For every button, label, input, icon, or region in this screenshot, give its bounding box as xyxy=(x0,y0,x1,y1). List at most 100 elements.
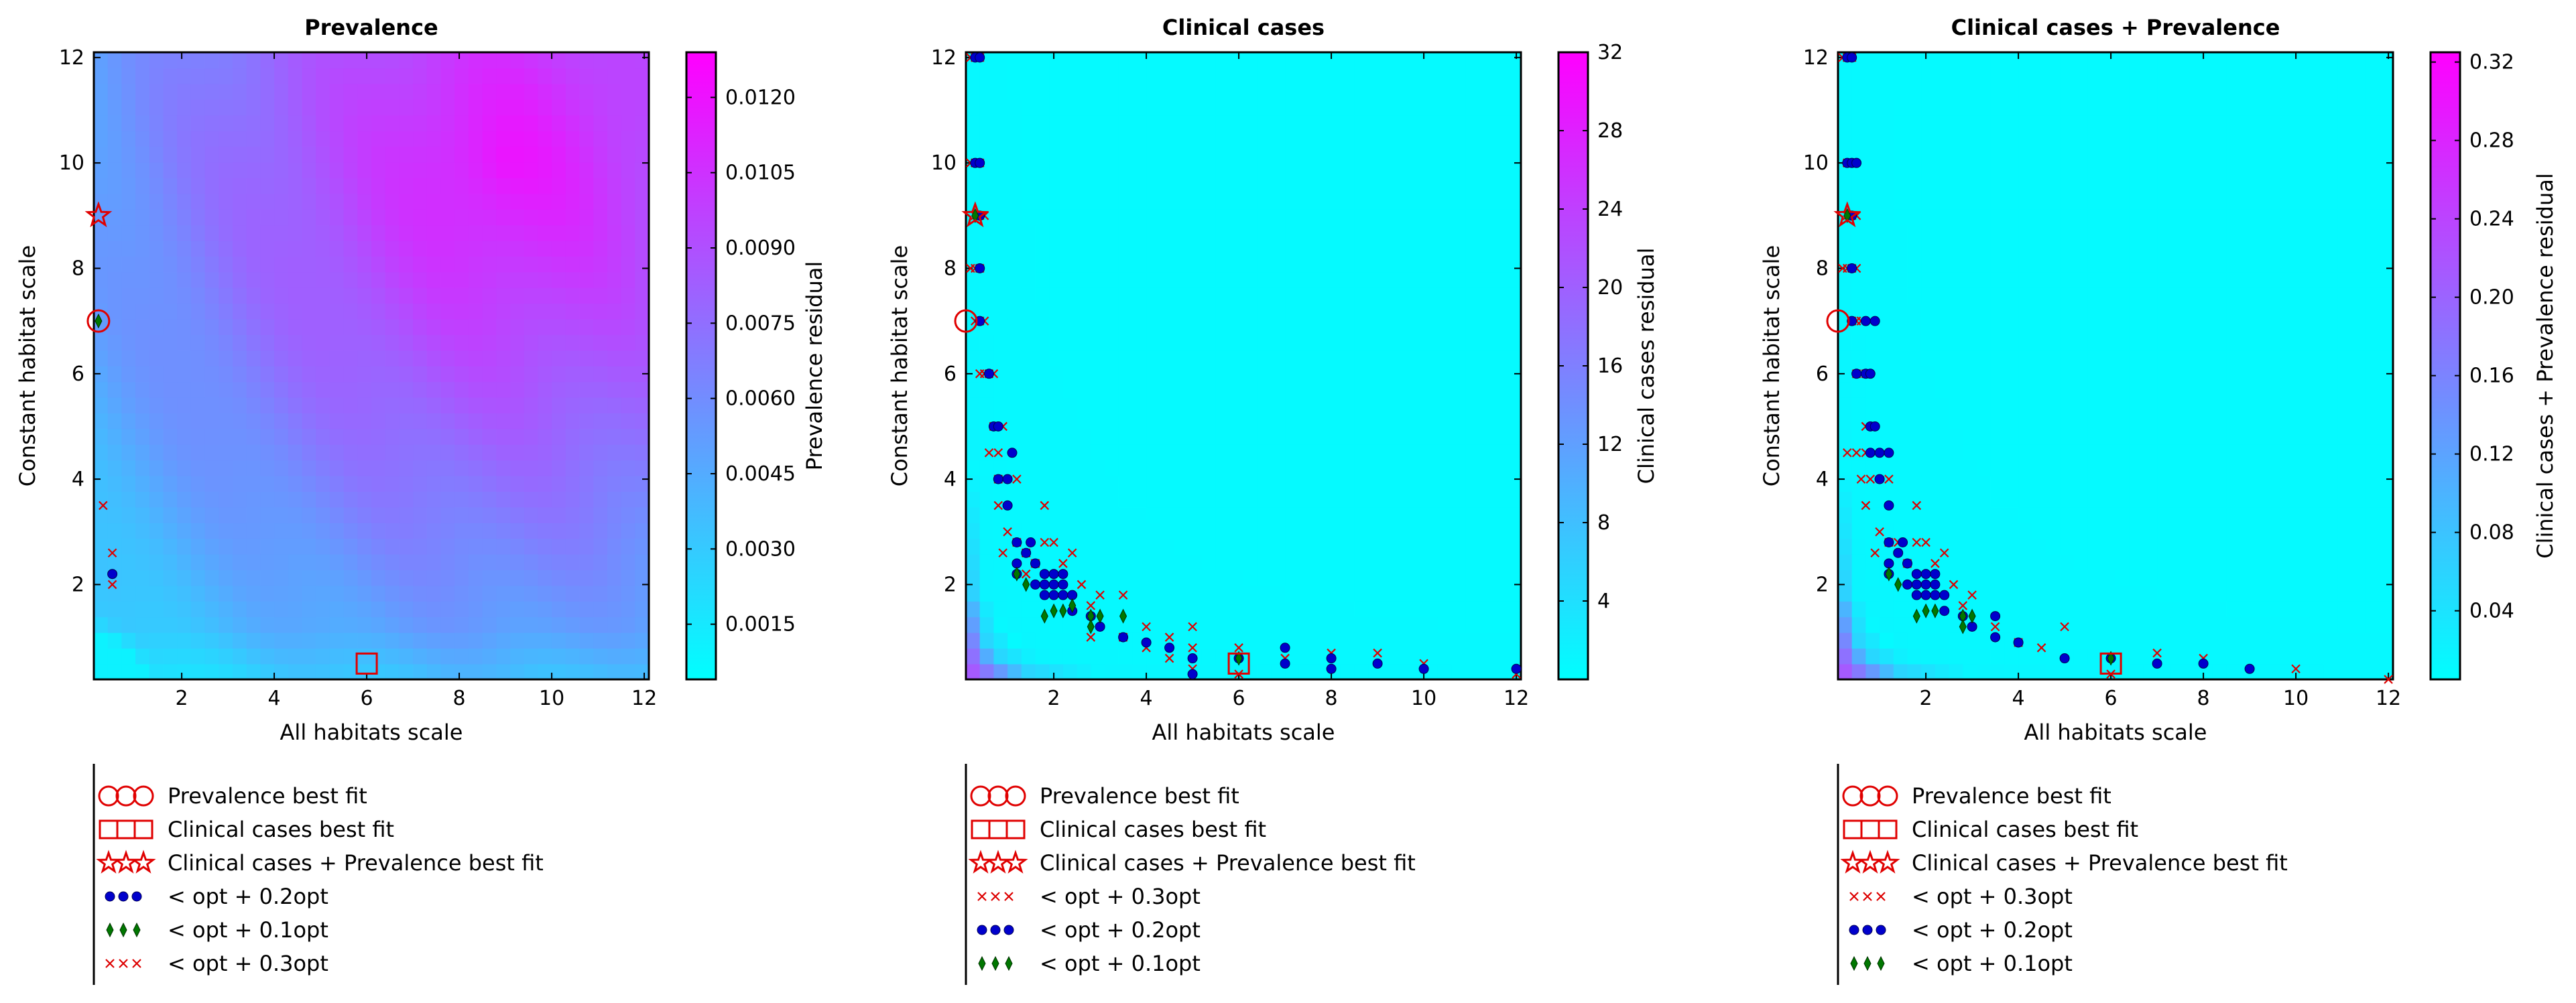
heatmap-cell xyxy=(1298,240,1314,257)
heatmap-cell xyxy=(1493,99,1508,116)
heatmap-cell xyxy=(468,287,483,304)
heatmap-cell xyxy=(1990,193,2006,210)
data-point-diamond xyxy=(1096,608,1104,624)
heatmap-cell xyxy=(2101,507,2116,523)
heatmap-cell xyxy=(107,318,123,335)
heatmap-cell xyxy=(593,663,608,679)
data-point-x xyxy=(1234,643,1243,653)
heatmap-cell xyxy=(288,507,303,523)
heatmap-cell xyxy=(538,209,552,226)
colorbar-tick-label: 0.0075 xyxy=(725,312,796,335)
heatmap-cell xyxy=(1077,663,1092,679)
heatmap-cell xyxy=(2129,507,2144,523)
heatmap-cell xyxy=(2115,523,2130,539)
heatmap-cell xyxy=(1921,287,1936,304)
heatmap-cell xyxy=(2254,131,2269,147)
heatmap-cell xyxy=(2046,397,2061,413)
heatmap-cell xyxy=(565,601,580,618)
heatmap-cell xyxy=(1285,475,1300,492)
heatmap-cell xyxy=(107,553,123,570)
heatmap-cell xyxy=(107,271,123,288)
heatmap-cell xyxy=(426,460,442,476)
heatmap-cell xyxy=(1132,553,1147,570)
heatmap-cell xyxy=(288,83,303,100)
heatmap-cell xyxy=(579,287,594,304)
heatmap-cell xyxy=(2212,240,2227,257)
heatmap-cell xyxy=(2323,523,2338,539)
heatmap-cell xyxy=(135,287,150,304)
heatmap-cell xyxy=(1451,52,1466,69)
heatmap-cell xyxy=(1298,287,1314,304)
heatmap-cell xyxy=(2323,318,2338,335)
heatmap-cell xyxy=(1851,601,1867,618)
heatmap-cell xyxy=(1298,271,1314,288)
heatmap-cell xyxy=(1865,663,1880,679)
heatmap-cell xyxy=(482,350,497,366)
heatmap-cell xyxy=(2185,397,2199,413)
heatmap-cell xyxy=(579,475,594,492)
heatmap-cell xyxy=(538,507,552,523)
heatmap-cell xyxy=(107,287,123,304)
data-point-dot xyxy=(1118,632,1129,643)
heatmap-cell xyxy=(1312,491,1327,508)
heatmap-cell xyxy=(482,366,497,383)
heatmap-cell xyxy=(510,507,525,523)
heatmap-cell xyxy=(343,632,359,649)
heatmap-cell xyxy=(107,350,123,366)
heatmap-cell xyxy=(246,632,261,649)
heatmap-cell xyxy=(2018,663,2033,679)
heatmap-cell xyxy=(329,271,345,288)
heatmap-cell xyxy=(1271,99,1286,116)
heatmap-cell xyxy=(399,68,414,84)
heatmap-cell xyxy=(2129,131,2144,147)
heatmap-cell xyxy=(1188,256,1203,273)
heatmap-cell xyxy=(1105,601,1119,618)
heatmap-cell xyxy=(2032,460,2047,476)
heatmap-cell xyxy=(979,444,995,461)
data-point-x xyxy=(1012,474,1022,484)
data-point-x xyxy=(993,500,1003,511)
heatmap-cell xyxy=(2296,397,2311,413)
heatmap-cell xyxy=(993,131,1008,147)
x-tick-label: 6 xyxy=(361,687,373,710)
heatmap-cell xyxy=(219,115,233,131)
heatmap-cell xyxy=(1327,507,1341,523)
heatmap-cell xyxy=(993,256,1008,273)
heatmap-cell xyxy=(2309,538,2325,555)
heatmap-cell xyxy=(1298,366,1314,383)
heatmap-cell xyxy=(1368,523,1383,539)
heatmap-cell xyxy=(1935,318,1950,335)
heatmap-cell xyxy=(966,428,981,445)
heatmap-cell xyxy=(1963,444,1977,461)
heatmap-cell xyxy=(635,52,649,69)
heatmap-cell xyxy=(2282,240,2296,257)
heatmap-cell xyxy=(579,491,594,508)
heatmap-cell xyxy=(2170,413,2186,429)
heatmap-cell xyxy=(163,553,178,570)
heatmap-cell xyxy=(1382,553,1397,570)
prevalence-best-fit-marker xyxy=(954,309,978,333)
heatmap-cell xyxy=(260,632,275,649)
heatmap-cell xyxy=(1865,397,1880,413)
data-point-x xyxy=(99,500,108,511)
heatmap-cell xyxy=(1465,413,1480,429)
heatmap-cell xyxy=(2129,52,2144,69)
heatmap-cell xyxy=(2296,413,2311,429)
heatmap-cell xyxy=(329,428,345,445)
heatmap-cell xyxy=(1201,507,1217,523)
heatmap-cell xyxy=(1977,161,1991,178)
heatmap-cell xyxy=(163,350,178,366)
heatmap-cell xyxy=(1865,224,1880,241)
heatmap-cell xyxy=(1907,240,1922,257)
heatmap-cell xyxy=(316,303,330,320)
heatmap-cell xyxy=(1340,538,1355,555)
heatmap-cell xyxy=(1963,334,1977,351)
heatmap-cell xyxy=(260,303,275,320)
heatmap-cell xyxy=(121,178,136,194)
heatmap-cell xyxy=(993,616,1008,633)
heatmap-cell xyxy=(966,585,981,602)
heatmap-cell xyxy=(1312,585,1327,602)
heatmap-cell xyxy=(1479,491,1494,508)
heatmap-cell xyxy=(121,397,136,413)
